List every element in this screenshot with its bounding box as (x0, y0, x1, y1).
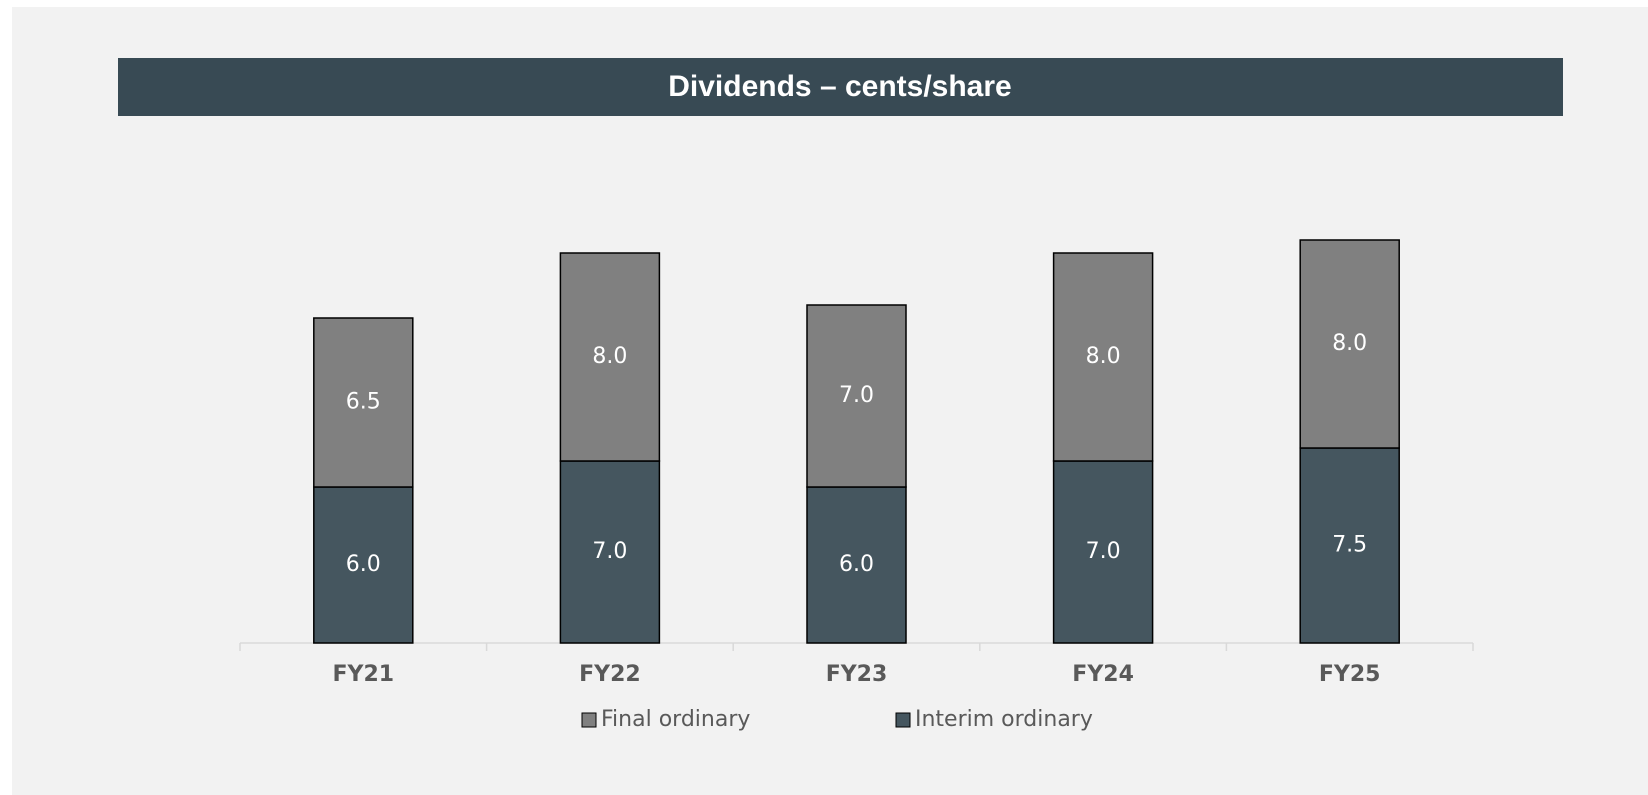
bar-segment (313, 486, 414, 644)
data-label: 8.0 (592, 344, 627, 369)
bar-segment (559, 252, 661, 462)
x-tick-label: FY22 (579, 662, 641, 687)
data-label: 6.5 (346, 390, 381, 415)
bar-segment (1052, 252, 1154, 462)
data-label: 6.0 (346, 552, 381, 577)
bar-segment (1299, 447, 1400, 644)
bar-segment (559, 460, 661, 644)
title-bar (118, 58, 1563, 116)
data-label: 8.0 (1086, 344, 1121, 369)
x-tick-label: FY24 (1072, 662, 1134, 687)
x-tick-label: FY21 (333, 662, 395, 687)
x-tick-label: FY23 (826, 662, 888, 687)
x-tick-label: FY25 (1319, 662, 1381, 687)
data-label: 7.0 (1086, 539, 1121, 564)
legend-swatch (581, 712, 597, 728)
bar-segment (806, 486, 907, 644)
data-label: 6.0 (839, 552, 874, 577)
bar-segment (313, 317, 414, 488)
bar-segment (1052, 460, 1154, 644)
chart-title: Dividends – cents/share (668, 70, 1011, 103)
legend-swatch (895, 712, 911, 728)
bar-segment (1299, 239, 1400, 449)
data-label: 7.0 (839, 383, 874, 408)
data-label: 8.0 (1332, 331, 1367, 356)
data-label: 7.5 (1332, 533, 1367, 558)
data-label: 7.0 (592, 539, 627, 564)
legend-label: Interim ordinary (915, 707, 1093, 732)
bar-segment (806, 304, 907, 488)
legend-label: Final ordinary (601, 707, 750, 732)
